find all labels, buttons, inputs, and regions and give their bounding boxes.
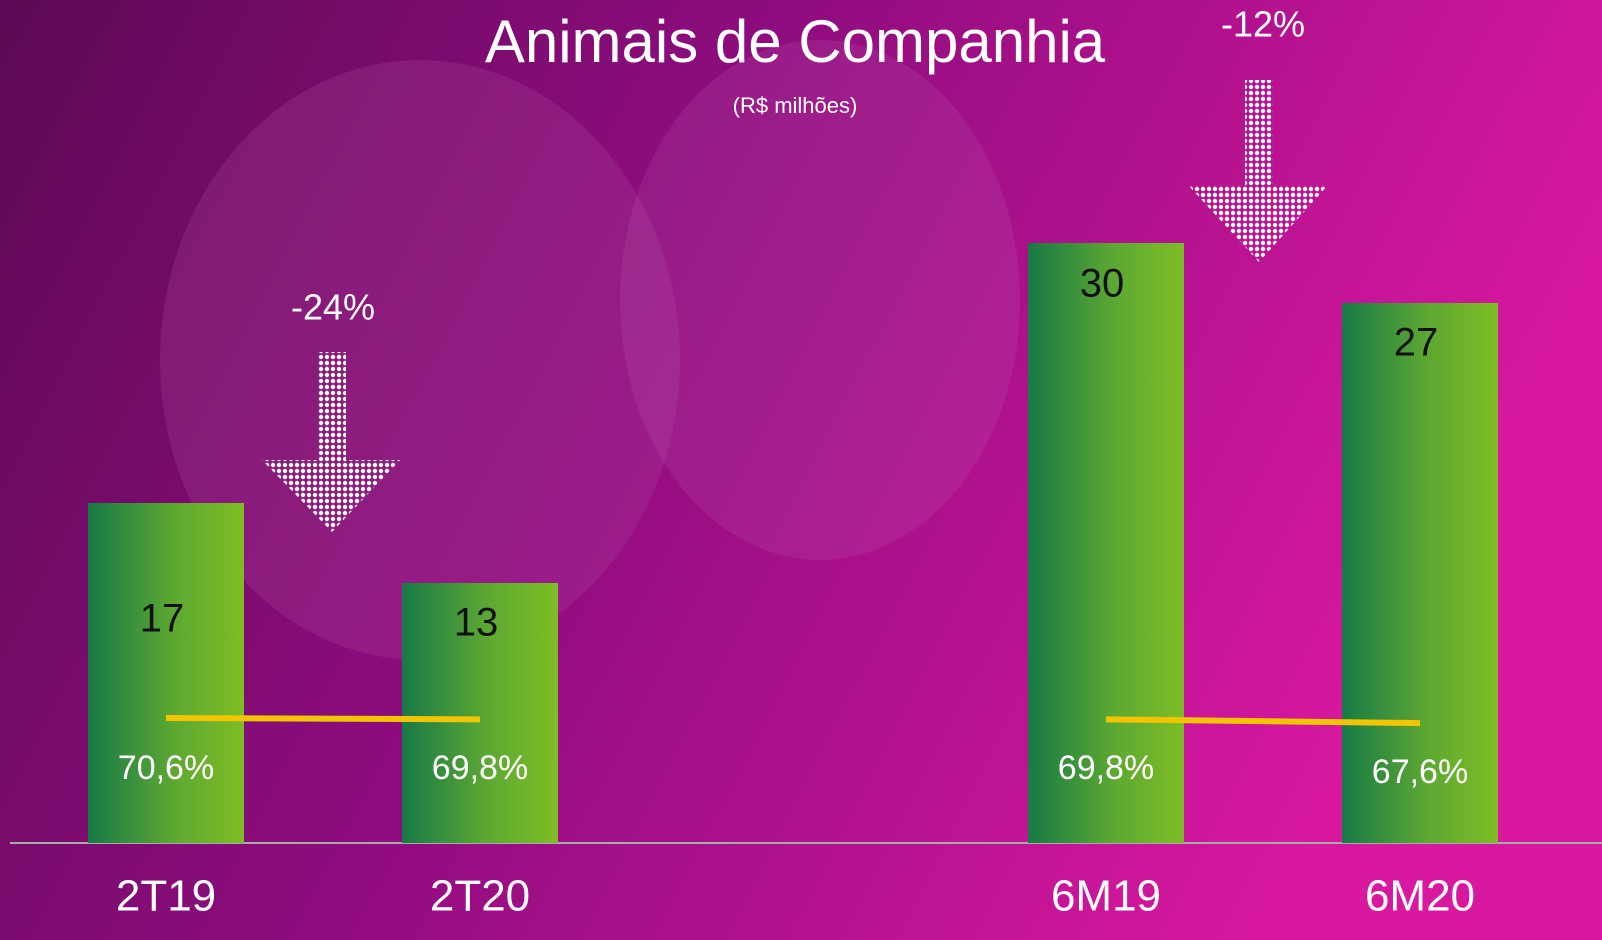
value-label: 27 [1394, 321, 1439, 365]
bar [1342, 303, 1498, 843]
bar [1028, 243, 1184, 843]
down-arrow [262, 352, 400, 532]
x-tick-label: 2T19 [116, 872, 216, 921]
margin-line [165, 714, 481, 723]
x-tick-label: 6M20 [1365, 872, 1475, 921]
chart-title: Animais de Companhia [485, 8, 1106, 75]
down-arrow [1188, 80, 1328, 262]
chart-subtitle: (R$ milhões) [733, 93, 858, 118]
margin-label: 70,6% [118, 749, 214, 787]
change-label: -24% [291, 287, 375, 328]
x-tick-label: 2T20 [430, 872, 530, 921]
margin-label: 67,6% [1372, 753, 1468, 791]
bar [88, 503, 244, 843]
bar [402, 583, 558, 843]
value-label: 30 [1080, 262, 1125, 306]
photo-shade [620, 40, 1020, 560]
margin-line [1105, 716, 1421, 727]
margin-label: 69,8% [1058, 749, 1154, 787]
value-label: 13 [454, 601, 499, 645]
photo-shade [160, 60, 680, 660]
x-tick-label: 6M19 [1051, 872, 1161, 921]
change-label: -12% [1221, 4, 1305, 45]
margin-label: 69,8% [432, 749, 528, 787]
value-label: 17 [140, 597, 185, 641]
